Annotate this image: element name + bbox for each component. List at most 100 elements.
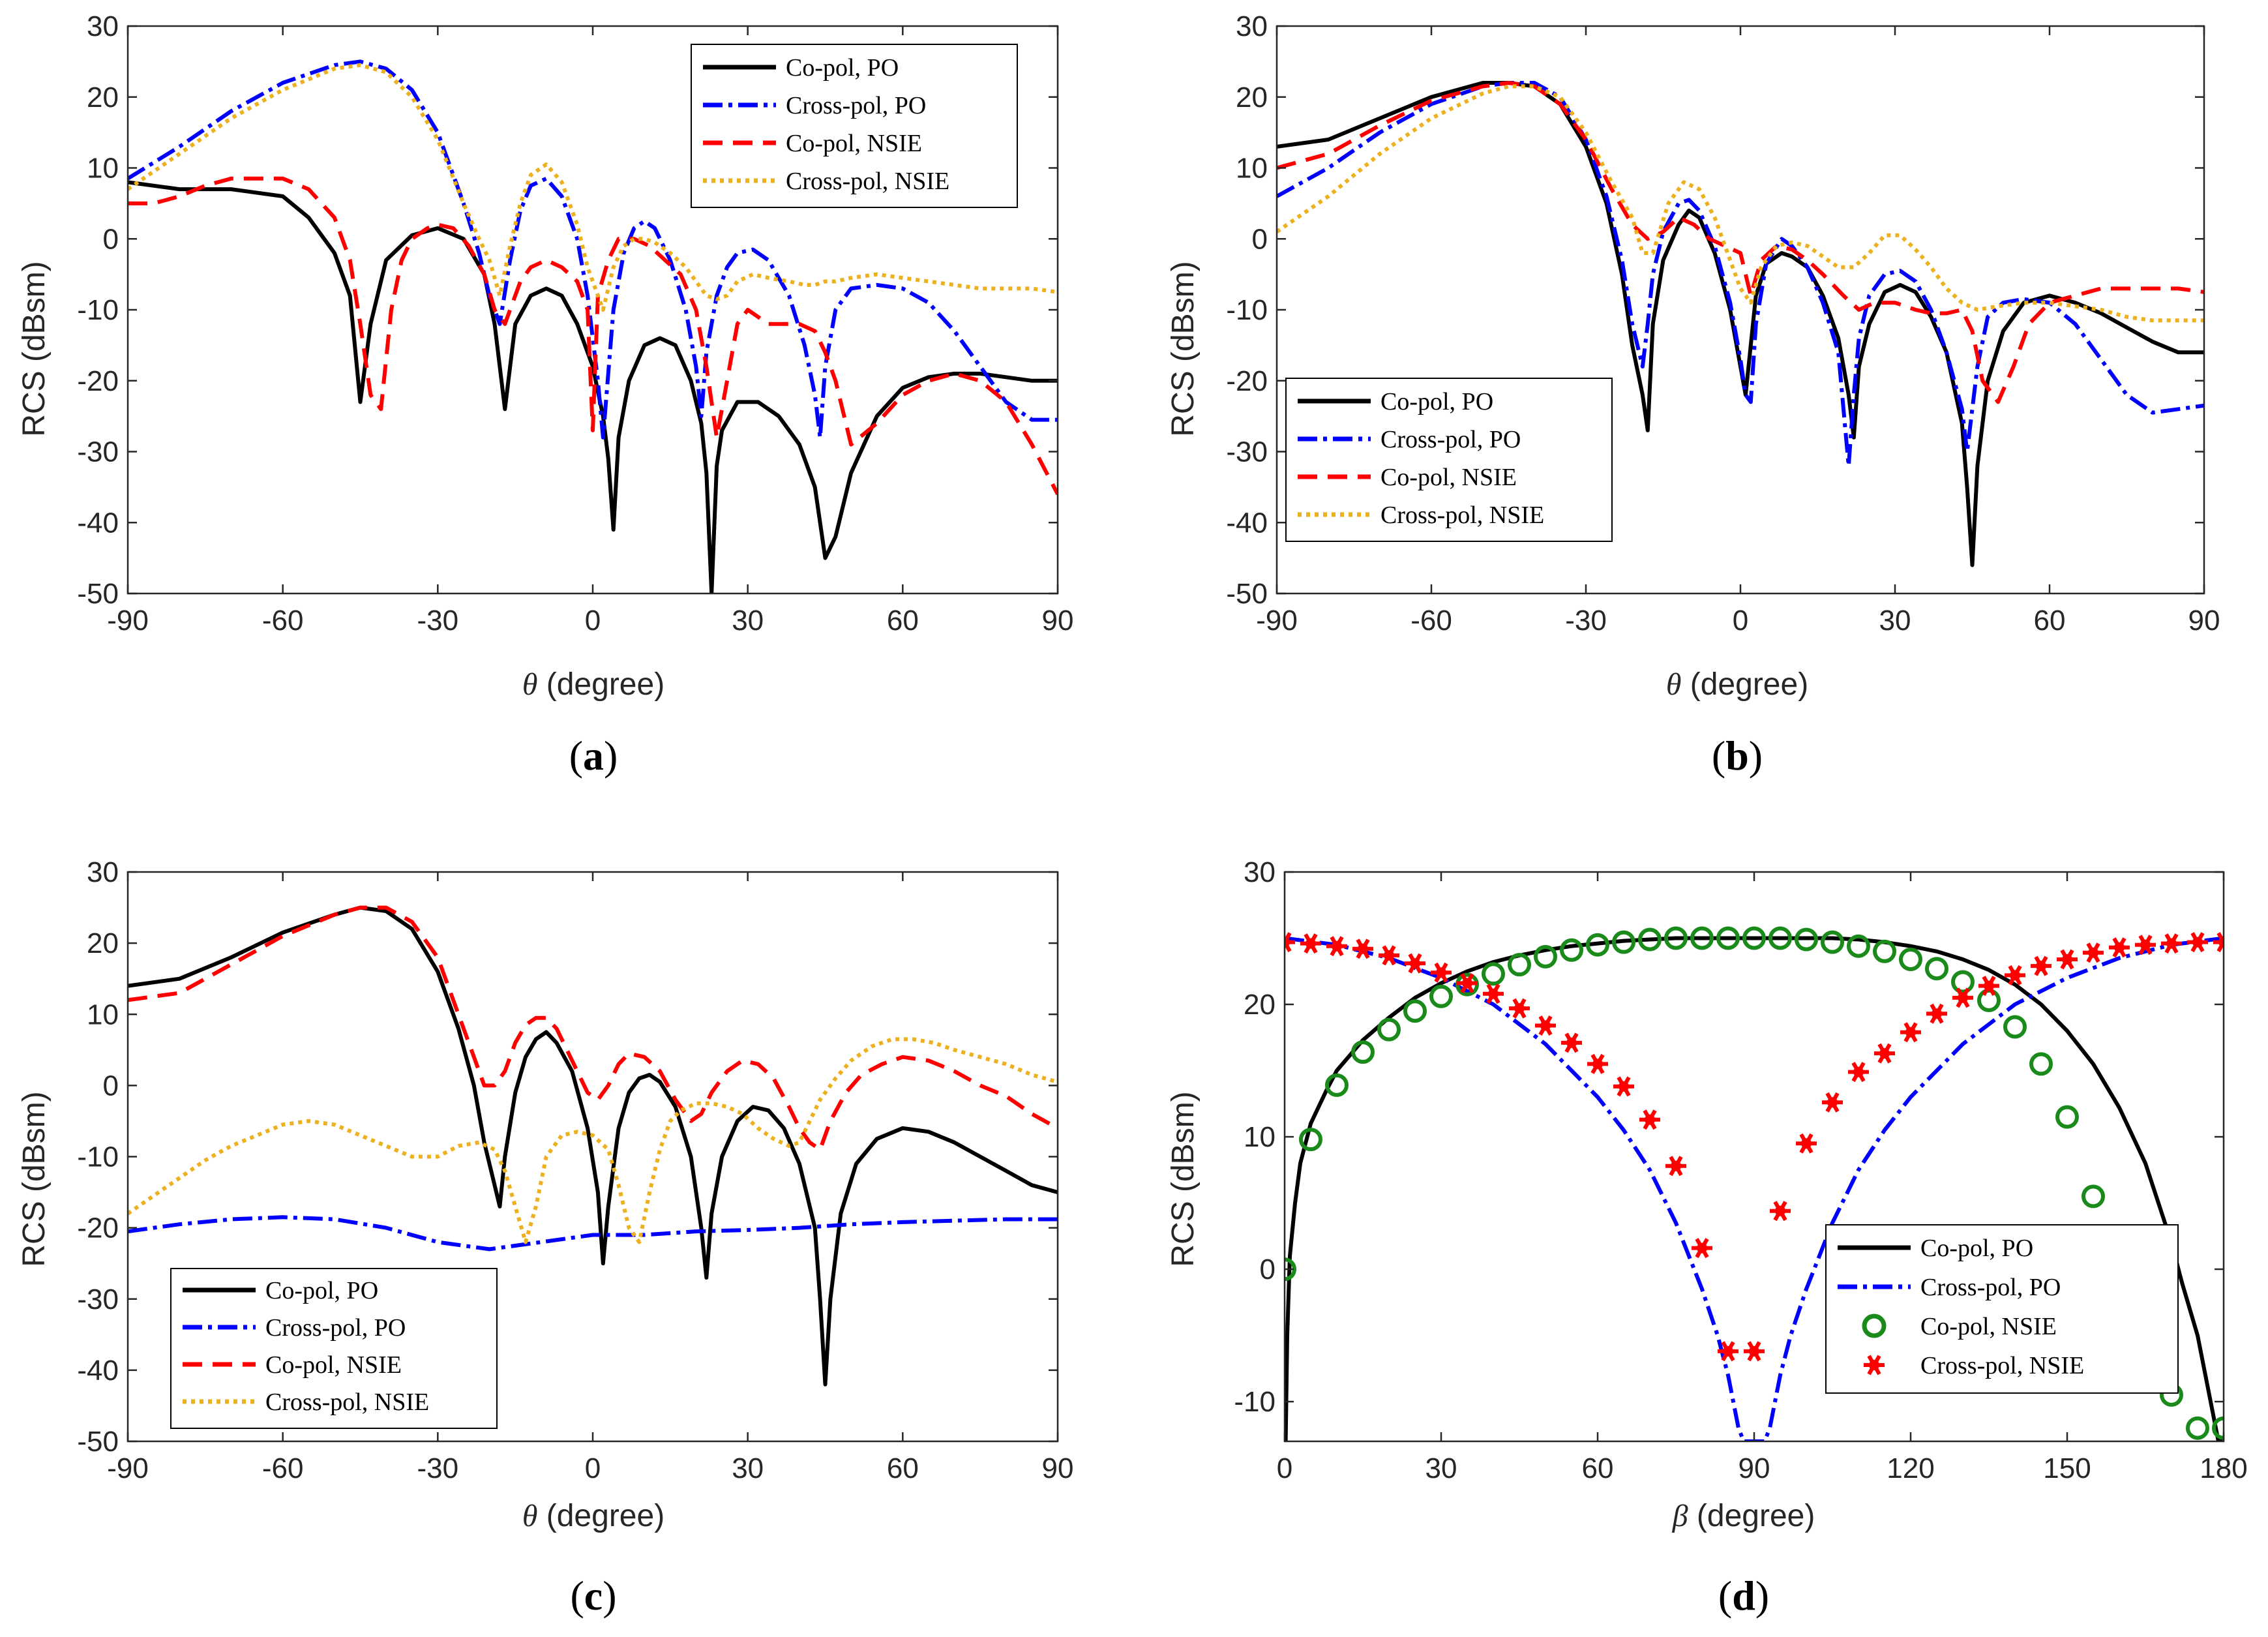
panel-d-marker-circle xyxy=(1925,957,1948,981)
panel-c-ytick-label: -50 xyxy=(77,1426,119,1458)
panel-b-series-3-line xyxy=(1277,84,2204,323)
panel-d-marker-star xyxy=(1639,1109,1660,1130)
panel-b-ylabel: RCS (dBsm) xyxy=(1166,261,1201,436)
panel-d-marker-star xyxy=(1952,987,1973,1008)
panel-a-xtick-label: 60 xyxy=(887,605,919,637)
panel-a-xlabel: θ (degree) xyxy=(522,667,664,702)
panel-a-series-group xyxy=(128,59,1058,593)
panel-d-marker-star xyxy=(1587,1053,1608,1074)
panel-b-ytick-label: -10 xyxy=(1226,294,1268,326)
panel-c-ytick-label: -20 xyxy=(77,1212,119,1244)
panel-c-ytick-label: -30 xyxy=(77,1284,119,1315)
panel-d-caption: (d) xyxy=(1718,1572,1769,1619)
panel-b-plot: -90 -60 -30 0 30 60 90 -50 -40 -30 -20 -10 0 10 20 30 xyxy=(1226,10,2220,637)
panel-d-marker-star xyxy=(2187,932,2208,953)
panel-d-marker-star xyxy=(2161,933,2182,954)
panel-d-ylabel: RCS (dBsm) xyxy=(1166,1091,1201,1267)
panel-a-xtick-label: -90 xyxy=(107,605,149,637)
panel-b-xtick-label: 0 xyxy=(1733,605,1748,637)
panel-a-ytick-label: 0 xyxy=(103,223,119,255)
panel-a-xtick-label: 0 xyxy=(585,605,601,637)
panel-a-ytick-label: -50 xyxy=(77,578,119,610)
panel-d-xtick-label: 150 xyxy=(2043,1452,2091,1484)
panel-d-legend-swatch-3 xyxy=(1864,1355,1885,1375)
panel-a-xlabel-unit: (degree) xyxy=(537,667,664,702)
panel-d-marker-star xyxy=(2005,965,2025,985)
panel-d-series-group xyxy=(1285,926,2224,1441)
panel-b-xtick-label: 60 xyxy=(2034,605,2066,637)
panel-d-marker-star xyxy=(1770,1201,1791,1222)
panel-d-marker-circle xyxy=(1429,984,1453,1008)
panel-d-marker-circle xyxy=(1638,927,1662,952)
panel-d-legend: Co-pol, PO Cross-pol, PO Co-pol, NSIE Cr… xyxy=(1825,1224,2179,1394)
panel-d-marker-circle xyxy=(1586,933,1609,957)
panel-a-xtick-label: 30 xyxy=(732,605,764,637)
panel-c-xlabel-unit: (degree) xyxy=(537,1499,664,1533)
panel-c-legend-label-3: Cross-pol, NSIE xyxy=(265,1389,429,1416)
panel-d-marker-circle xyxy=(1403,999,1427,1023)
panel-b-legend-label-2: Co-pol, NSIE xyxy=(1380,464,1517,491)
panel-c-ytick-label: 20 xyxy=(87,927,119,959)
panel-d-xtick-label: 60 xyxy=(1582,1452,1614,1484)
panel-d-marker-circle xyxy=(1325,1073,1349,1097)
panel-c-ytick-label: 30 xyxy=(87,856,119,888)
panel-c-series-0-line xyxy=(128,905,1058,1387)
panel-d-marker-star xyxy=(1665,1156,1686,1177)
panel-d-plot: 0 30 60 90 120 150 180 -10 0 10 20 30 xyxy=(1234,856,2247,1484)
panel-d-marker-star xyxy=(1535,1015,1556,1036)
panel-d-marker-star xyxy=(2135,935,2156,955)
panel-b-xlabel-unit: (degree) xyxy=(1681,667,1808,702)
panel-d-marker-circle xyxy=(1377,1017,1401,1042)
panel-d-ytick-label: 10 xyxy=(1244,1121,1276,1153)
panel-d-marker-star xyxy=(1483,984,1504,1004)
panel-b-xtick-label: -30 xyxy=(1565,605,1607,637)
panel-a-ytick-label: -20 xyxy=(77,365,119,397)
panel-d-marker-circle xyxy=(1742,926,1766,950)
panel-a-series-2-line xyxy=(128,176,1058,496)
panel-d-marker-circle xyxy=(1873,939,1896,963)
panel-a-legend-label-3: Cross-pol, NSIE xyxy=(786,168,949,195)
panel-d-legend-label-0: Co-pol, PO xyxy=(1920,1235,2033,1262)
panel-d-marker-circle xyxy=(2186,1416,2209,1440)
panel-c-series-3-line xyxy=(128,1037,1058,1244)
panel-c-ytick-label: 10 xyxy=(87,999,119,1030)
panel-b-series-group xyxy=(1277,81,2204,567)
panel-b-caption-letter: b xyxy=(1725,732,1749,779)
panel-d-marker-circle xyxy=(1534,944,1557,969)
panel-d-marker-star xyxy=(1509,998,1530,1019)
panel-d-ytick-label: 30 xyxy=(1244,856,1276,888)
panel-a-xtick-label: -30 xyxy=(417,605,459,637)
panel-c-series-1-line xyxy=(128,1215,1058,1252)
panel-b-xtick-label: -90 xyxy=(1256,605,1298,637)
panel-d-marker-star xyxy=(2057,949,2078,970)
panel-d-marker-star xyxy=(1822,1092,1843,1113)
panel-d-marker-star xyxy=(1405,953,1425,974)
panel-a-series-1-line xyxy=(128,59,1058,440)
panel-b-ytick-label: 30 xyxy=(1236,10,1268,42)
panel-d-marker-circle xyxy=(2003,1015,2027,1039)
panel-c-legend-label-1: Cross-pol, PO xyxy=(265,1314,406,1342)
panel-d-xtick-label: 120 xyxy=(1887,1452,1934,1484)
panel-d-ytick-label: -10 xyxy=(1234,1386,1276,1418)
panel-c-series-group xyxy=(128,905,1058,1387)
panel-d-marker-circle xyxy=(1716,926,1740,950)
panel-d-marker-star xyxy=(1978,976,1999,997)
panel-d-marker-star xyxy=(2083,942,2104,963)
panel-d-xlabel-unit: (degree) xyxy=(1688,1499,1815,1533)
panel-b-ytick-label: 20 xyxy=(1236,82,1268,113)
panel-d-marker-star xyxy=(1926,1003,1947,1024)
panel-a-ytick-label: 30 xyxy=(87,10,119,42)
panel-b-ytick-label: -30 xyxy=(1226,436,1268,468)
panel-c-caption-letter: c xyxy=(584,1572,603,1619)
panel-d-marker-star xyxy=(2109,937,2130,958)
panel-b-xtick-label: 90 xyxy=(2188,605,2220,637)
panel-c-xtick-label: -90 xyxy=(107,1452,149,1484)
panel-a-caption: (a) xyxy=(569,732,618,779)
panel-c-xlabel-symbol: θ xyxy=(522,1499,538,1533)
panel-c-ytick-label: 0 xyxy=(103,1070,119,1102)
panel-c-xtick-label: 60 xyxy=(887,1452,919,1484)
panel-d-xtick-label: 0 xyxy=(1277,1452,1292,1484)
panel-b-legend-label-1: Cross-pol, PO xyxy=(1380,426,1521,453)
panel-c-xlabel: θ (degree) xyxy=(522,1499,664,1533)
panel-d-xtick-label: 90 xyxy=(1738,1452,1770,1484)
